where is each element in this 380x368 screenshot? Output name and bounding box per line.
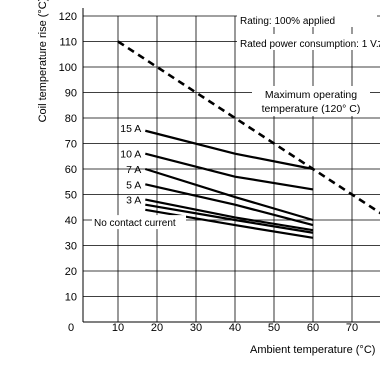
y-tick-label: 120 <box>59 11 77 23</box>
series-line <box>145 208 314 239</box>
y-tick-label: 40 <box>65 215 77 227</box>
y-axis-title: Coil temperature rise (°C) <box>37 0 49 122</box>
y-tick-label: 30 <box>65 241 77 253</box>
x-tick-label: 50 <box>268 322 280 334</box>
y-tick-label: 110 <box>59 37 77 49</box>
series-line <box>145 203 314 234</box>
rating-label-bg <box>237 11 377 27</box>
x-axis-title: Ambient temperature (°C) <box>250 344 375 356</box>
series-label: 7 A <box>126 164 141 176</box>
power-annotation: Rated power consumption: 1 V.A <box>240 39 380 50</box>
series-line <box>145 152 314 191</box>
tick-labels: 10 20 30 40 50 60 70 80 90 100 110 120 0 10 20 30 40 50 60… <box>59 11 358 334</box>
x-tick-label: 20 <box>151 322 163 334</box>
series-line <box>145 129 314 171</box>
series-line <box>144 167 314 222</box>
rating-annotation: Rating: 100% applied <box>240 16 335 27</box>
x-tick-label: 70 <box>346 322 358 334</box>
y-tick-label: 20 <box>65 266 77 278</box>
y-tick-label: 80 <box>65 113 77 125</box>
no-contact-label-bg <box>92 215 186 230</box>
y-tick-label: 100 <box>59 62 77 74</box>
no-contact-current-label: No contact current <box>94 218 176 229</box>
x-tick-label: 30 <box>190 322 202 334</box>
axis-titles: Coil temperature rise (°C) Ambient tempe… <box>37 0 375 356</box>
max-temp-annotation-line1: Maximum operating <box>265 89 357 101</box>
y-tick-label: 10 <box>65 292 77 304</box>
x-tick-label: 10 <box>112 322 124 334</box>
y-tick-label: 60 <box>65 164 77 176</box>
limit-line-layer <box>117 40 380 215</box>
power-label-bg <box>237 34 378 50</box>
y-tick-label: 70 <box>65 139 77 151</box>
max-temp-label-bg <box>252 86 370 116</box>
x-tick-label: 60 <box>307 322 319 334</box>
annotation-layer: Rating: 100% applied Rated power consump… <box>237 11 380 116</box>
series-label: 5 A <box>126 179 141 191</box>
y-tick-label: 90 <box>65 88 77 100</box>
y-tick-label: 50 <box>65 190 77 202</box>
series-label: 3 A <box>126 195 141 207</box>
series-line <box>145 183 314 227</box>
series-label: 10 A <box>120 149 141 161</box>
series-line <box>145 198 314 232</box>
max-temperature-limit-line <box>117 40 380 215</box>
plot-frame <box>82 8 380 323</box>
max-temp-annotation-line2: temperature (120° C) <box>262 103 361 115</box>
x-tick-label: 40 <box>229 322 241 334</box>
series-label: 15 A <box>120 123 141 135</box>
series-layer: 15 A 10 A 7 A 5 A 3 A No contact current <box>92 123 314 239</box>
x-tick-label: 0 <box>68 322 74 334</box>
